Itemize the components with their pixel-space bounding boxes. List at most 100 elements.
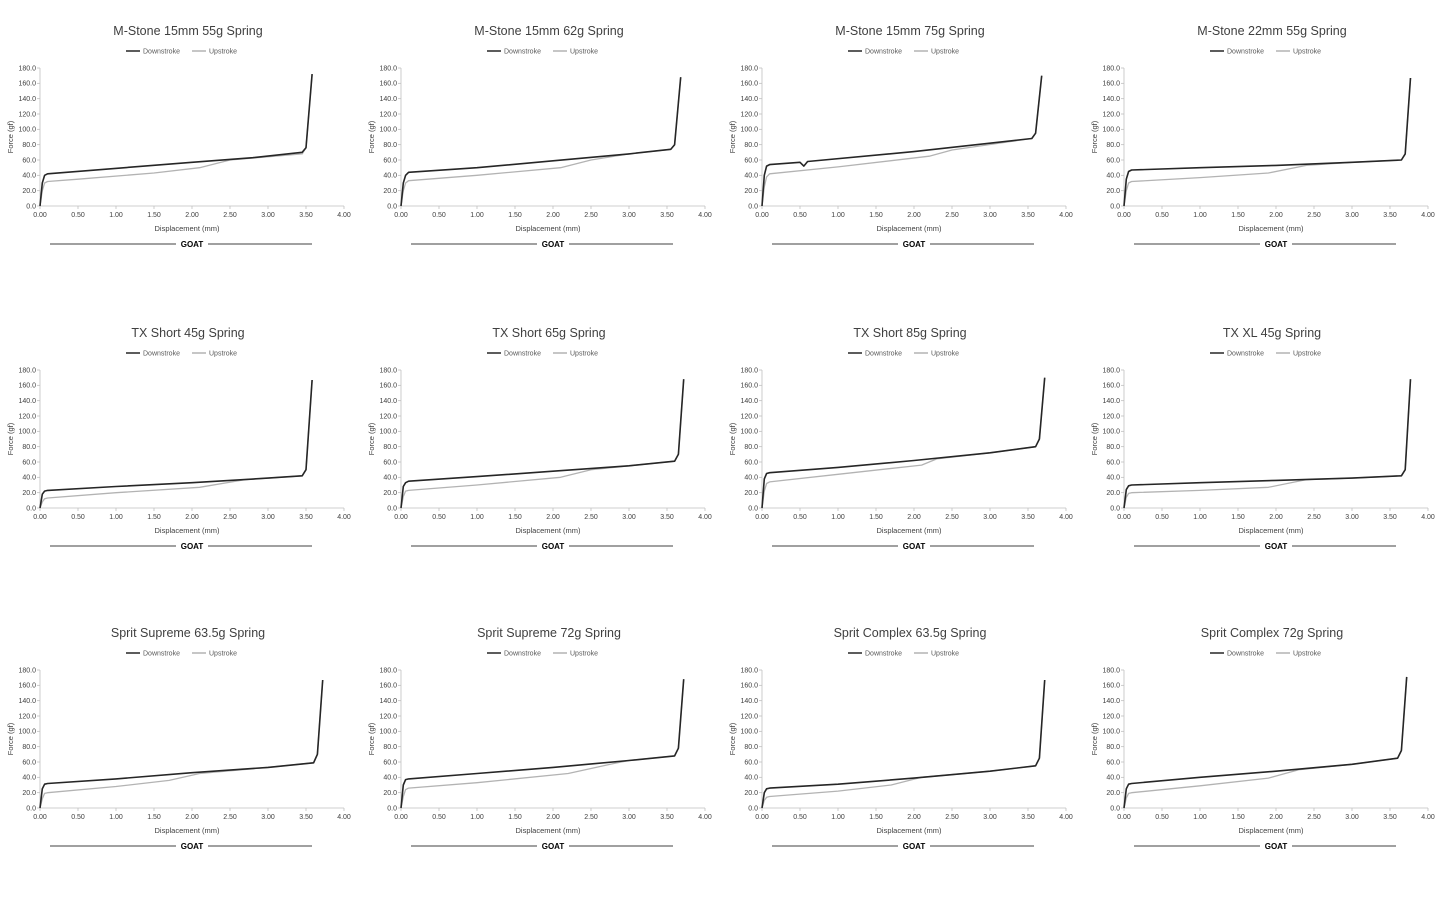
y-tick-label: 160.0 [379,683,397,690]
y-tick-label: 100.0 [379,429,397,436]
y-tick-label: 80.0 [22,142,36,149]
y-axis-label: Force (gf) [6,422,15,455]
x-tick-label: 2.50 [1307,212,1321,219]
x-tick-label: 4.00 [1421,814,1435,821]
chart-title: M-Stone 22mm 55g Spring [1197,24,1346,38]
y-tick-label: 140.0 [1102,698,1120,705]
y-tick-label: 0.0 [1110,505,1120,512]
y-tick-label: 60.0 [383,759,397,766]
y-tick-label: 0.0 [26,505,36,512]
chart-title: Sprit Supreme 72g Spring [477,626,621,640]
chart-svg: Sprit Supreme 63.5g Spring Downstroke Upst… [6,626,351,852]
x-tick-label: 0.00 [755,514,769,521]
y-axis-label: Force (gf) [367,120,376,153]
x-tick-label: 2.00 [907,212,921,219]
x-tick-label: 0.50 [1155,814,1169,821]
x-tick-label: 1.00 [831,514,845,521]
y-tick-label: 160.0 [740,683,758,690]
footer-label: GOAT [903,842,926,851]
y-tick-label: 100.0 [1102,729,1120,736]
x-tick-label: 1.50 [147,514,161,521]
y-tick-label: 120.0 [740,713,758,720]
y-tick-label: 180.0 [18,65,36,72]
y-tick-label: 20.0 [383,188,397,195]
y-tick-label: 160.0 [379,81,397,88]
chart-panel: TX Short 85g Spring Downstroke Upstroke 0.0… [722,310,1083,610]
footer-label-bg [898,238,930,250]
legend-label-downstroke: Downstroke [1227,651,1264,658]
series-line-upstroke [761,679,1046,809]
chart-svg: M-Stone 15mm 55g Spring Downstroke Upstrok… [6,24,351,250]
legend-label-upstroke: Upstroke [931,651,959,658]
x-tick-label: 1.00 [470,212,484,219]
x-tick-label: 3.00 [261,814,275,821]
legend-label-downstroke: Downstroke [865,351,902,358]
y-tick-label: 100.0 [1102,429,1120,436]
y-tick-label: 20.0 [744,188,758,195]
x-tick-label: 0.00 [33,814,47,821]
legend-label-downstroke: Downstroke [143,651,180,658]
x-tick-label: 3.00 [622,514,636,521]
y-axis-label: Force (gf) [6,120,15,153]
legend-label-upstroke: Upstroke [1293,651,1321,658]
footer-label: GOAT [1265,842,1288,851]
y-tick-label: 140.0 [1102,96,1120,103]
y-tick-label: 60.0 [383,459,397,466]
x-tick-label: 2.00 [1269,212,1283,219]
x-tick-label: 0.00 [755,814,769,821]
y-tick-label: 0.0 [748,505,758,512]
x-axis-label: Displacement (mm) [1238,526,1304,535]
chart-panel: TX XL 45g Spring Downstroke Upstroke 0.0 20.… [1084,310,1445,610]
x-tick-label: 0.00 [33,514,47,521]
x-tick-label: 1.50 [1231,212,1245,219]
legend-label-upstroke: Upstroke [931,49,959,56]
y-axis-label: Force (gf) [1090,722,1099,755]
y-tick-label: 20.0 [22,790,36,797]
x-tick-label: 1.50 [869,814,883,821]
x-tick-label: 4.00 [1059,212,1073,219]
legend-label-downstroke: Downstroke [1227,351,1264,358]
x-tick-label: 2.00 [907,814,921,821]
chart-panel: Sprit Complex 63.5g Spring Downstroke Upst… [722,610,1083,910]
y-tick-label: 100.0 [740,729,758,736]
chart-svg: M-Stone 15mm 62g Spring Downstroke Upstrok… [367,24,712,250]
x-tick-label: 3.50 [299,814,313,821]
legend-label-upstroke: Upstroke [209,351,237,358]
x-tick-label: 4.00 [1421,212,1435,219]
y-tick-label: 80.0 [744,744,758,751]
chart-panel: Sprit Complex 72g Spring Downstroke Upstro… [1084,610,1445,910]
x-tick-label: 1.00 [1193,814,1207,821]
x-tick-label: 2.00 [185,814,199,821]
y-tick-label: 160.0 [1102,81,1120,88]
chart-svg: Sprit Complex 63.5g Spring Downstroke Upst… [728,626,1073,852]
chart-svg: Sprit Complex 72g Spring Downstroke Upstro… [1090,626,1435,852]
x-tick-label: 0.00 [1117,212,1131,219]
y-tick-label: 140.0 [740,96,758,103]
legend-label-upstroke: Upstroke [1293,351,1321,358]
x-tick-label: 1.00 [109,212,123,219]
x-tick-label: 1.50 [508,814,522,821]
chart-title: Sprit Supreme 63.5g Spring [111,626,265,640]
footer-label-bg [1260,540,1292,552]
chart-panel: Sprit Supreme 63.5g Spring Downstroke Upst… [0,610,361,910]
x-tick-label: 0.00 [394,514,408,521]
y-tick-label: 120.0 [740,111,758,118]
series-line-downstroke [761,679,1046,809]
y-tick-label: 120.0 [379,111,397,118]
y-tick-label: 0.0 [1110,805,1120,812]
x-tick-label: 2.50 [1307,514,1321,521]
y-axis-label: Force (gf) [1090,422,1099,455]
x-tick-label: 2.50 [223,212,237,219]
series-line-upstroke [761,377,1046,509]
y-tick-label: 40.0 [383,475,397,482]
y-tick-label: 160.0 [740,383,758,390]
footer-label: GOAT [903,542,926,551]
x-tick-label: 3.00 [261,212,275,219]
x-tick-label: 2.00 [546,514,560,521]
y-tick-label: 40.0 [744,475,758,482]
y-tick-label: 100.0 [379,127,397,134]
x-tick-label: 3.50 [1021,514,1035,521]
y-tick-label: 140.0 [379,96,397,103]
y-tick-label: 100.0 [379,729,397,736]
y-tick-label: 80.0 [22,444,36,451]
